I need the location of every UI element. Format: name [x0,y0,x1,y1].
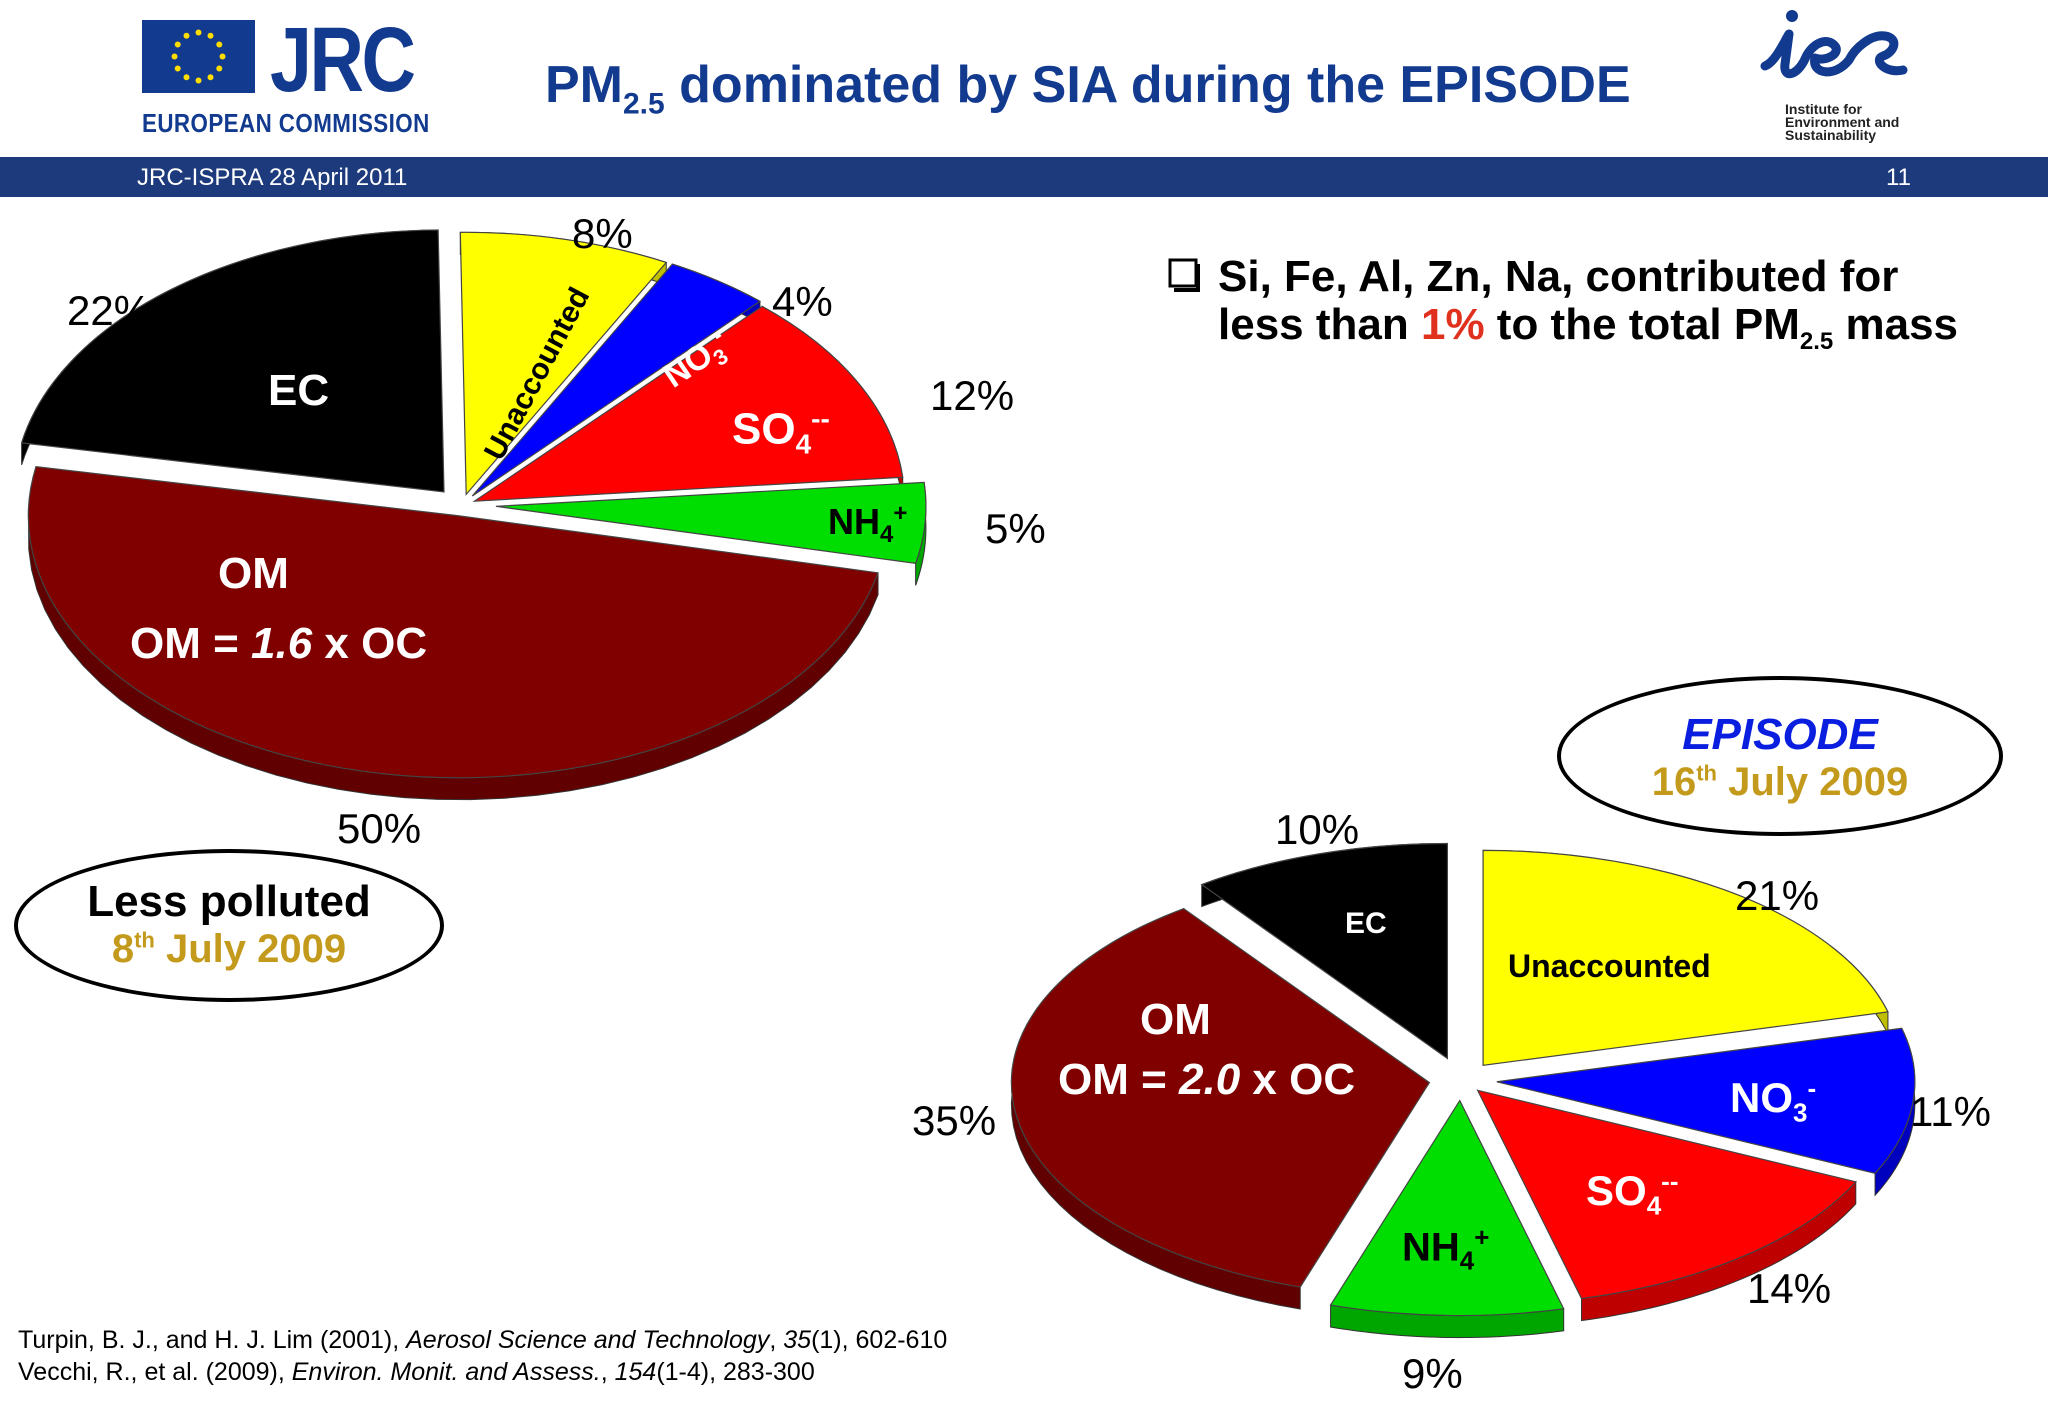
eu-star-icon [183,32,190,39]
page-title: PM2.5 dominated by SIA during the EPISOD… [545,56,1631,121]
pct-label-no3-episode: 11% [1910,1088,1991,1135]
slice-label-nh4-episode: NH4+ [1402,1222,1490,1276]
pct-label-unaccounted-episode: 21% [1735,872,1820,919]
slice-label-nh4: NH4+ [828,500,908,549]
pct-label-nh4: 5% [985,505,1046,552]
eu-star-icon [216,41,223,48]
pct-label-no3: 4% [772,278,833,325]
pct-label-so4: 12% [930,372,1015,419]
eu-star-icon [174,41,181,48]
jrc-logo: JRC [270,9,416,111]
jrc-organisation: EUROPEAN COMMISSION [142,108,430,138]
page-number: 11 [1886,164,1911,191]
slice-so4 [1476,1089,1857,1300]
slice-om [27,465,879,779]
pct-label-so4-episode: 14% [1747,1265,1832,1312]
slice-label-om: OM [218,549,289,598]
slice-label-so4-episode: SO4-- [1586,1166,1679,1221]
slice-label-om-episode: OM [1140,995,1211,1044]
slice-no3 [1496,1027,1916,1174]
eu-star-icon [219,53,226,60]
ies-caption: Institute for Environment and Sustainabi… [1785,101,1900,143]
slice-om [1010,907,1431,1288]
header-bar [0,157,2048,197]
slice-label-ec-episode: EC [1345,907,1387,940]
slice-unaccounted [459,231,668,496]
eu-star-icon [195,77,202,84]
presentation-date: JRC-ISPRA 28 April 2011 [137,164,408,191]
pie-chart-episode [1010,842,1916,1339]
slice-no3 [471,263,762,497]
pct-label-ec: 22% [67,287,152,334]
pct-label-ec-episode: 10% [1275,806,1360,853]
slice-label-so4: SO4-- [732,403,830,460]
om-formula-right: OM = 2.0 x OC [1058,1055,1356,1104]
slice-nh4 [1329,1099,1565,1317]
pct-label-om: 50% [337,805,422,852]
slice-ec [20,229,445,493]
slice-so4 [472,305,904,502]
pct-label-unaccounted: 8% [572,210,633,257]
checkbox-icon [1168,258,1202,297]
eu-star-icon [183,74,190,81]
eu-flag-icon [142,20,255,93]
slice-ec [1200,842,1448,1060]
eu-star-icon [207,74,214,81]
reference-vecchi: Vecchi, R., et al. (2009), Environ. Moni… [18,1358,815,1386]
om-formula-left: OM = 1.6 x OC [130,619,428,668]
slice-unaccounted [1482,849,1889,1067]
oval-less-polluted: Less polluted 8th July 2009 [14,849,444,1002]
pct-label-nh4-episode: 9% [1402,1350,1463,1397]
pie-chart-less-polluted [20,229,927,801]
eu-star-icon [216,65,223,72]
slice-label-unaccounted-episode: Unaccounted [1508,948,1711,984]
eu-star-icon [171,53,178,60]
eu-star-icon [207,32,214,39]
slice-label-ec: EC [268,366,330,415]
oval-episode: EPISODE 16th July 2009 [1557,676,2003,836]
eu-star-icon [174,65,181,72]
slice-label-no3-episode: NO3- [1730,1073,1817,1128]
reference-turpin: Turpin, B. J., and H. J. Lim (2001), Aer… [18,1326,948,1354]
slice-nh4 [495,481,927,565]
element-note: Si, Fe, Al, Zn, Na, contributed for less… [1218,252,1959,355]
eu-star-icon [195,29,202,36]
pct-label-om-episode: 35% [912,1097,997,1144]
ies-logo [1745,4,1925,104]
